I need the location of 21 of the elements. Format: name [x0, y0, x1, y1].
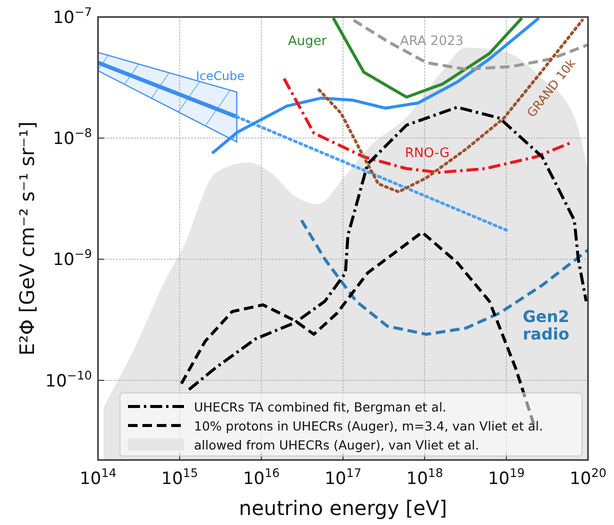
legend-label: UHECRs TA combined fit, Bergman et al.: [194, 400, 446, 414]
y-tick-label: 10$^{−9}$: [52, 247, 92, 270]
y-axis-title: E²Φ [GeV cm⁻² s⁻¹ sr⁻¹]: [15, 121, 39, 356]
series-label: IceCube: [196, 69, 245, 83]
series-label: ARA 2023: [400, 34, 464, 49]
legend-label: allowed from UHECRs (Auger), van Vliet et al.: [194, 438, 480, 452]
x-tick-label: 10$^{15}$: [161, 466, 198, 489]
x-tick-label: 10$^{16}$: [242, 466, 280, 489]
y-tick-label: 10$^{−10}$: [45, 368, 92, 392]
x-tick-label: 10$^{20}$: [570, 466, 606, 489]
x-axis-title: neutrino energy [eV]: [238, 496, 448, 520]
y-tick-label: 10$^{−7}$: [52, 5, 92, 28]
legend-label: 10% protons in UHECRs (Auger), m=3.4, van Vliet et al.: [194, 418, 543, 434]
x-tick-label: 10$^{19}$: [488, 466, 525, 489]
x-tick-label: 10$^{18}$: [406, 466, 444, 489]
y-tick-label: 10$^{−8}$: [52, 126, 92, 150]
x-tick-label: 10$^{17}$: [324, 466, 362, 489]
x-tick-label: 10$^{14}$: [80, 466, 116, 489]
series-label: Gen2 radio: [522, 307, 570, 344]
series-label: RNO-G: [405, 146, 450, 161]
series-label: Auger: [288, 34, 328, 49]
